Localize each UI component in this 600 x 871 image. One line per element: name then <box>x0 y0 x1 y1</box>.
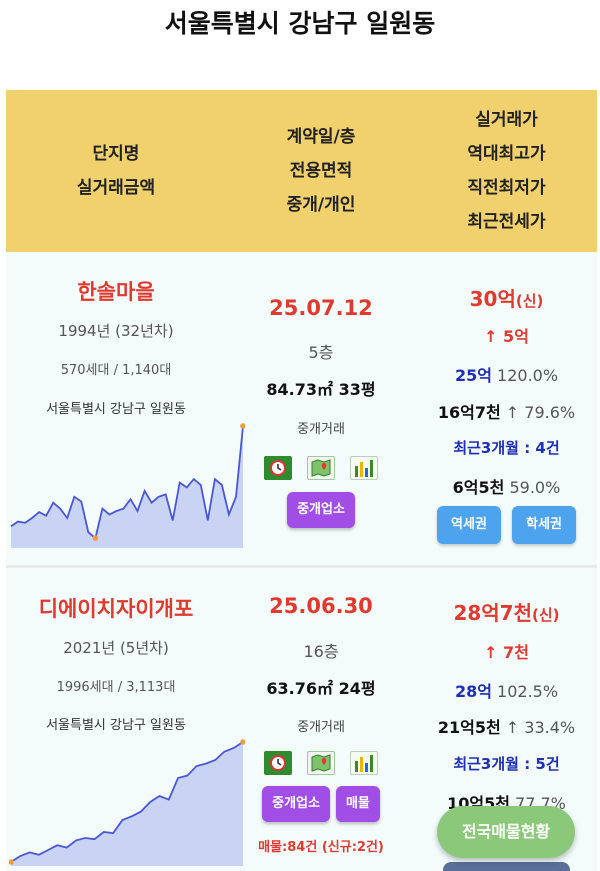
complex-address: 서울특별시 강남구 일원동 <box>46 402 186 417</box>
contract-info: 25.07.12 5층 84.73㎡ 33평 중개거래 중개업소 <box>226 252 416 565</box>
button-row: 중개업소 매물 <box>226 786 416 822</box>
max-value: 25억 <box>454 366 492 385</box>
previous-low: 21억5천 ↑ 33.4% <box>416 714 597 738</box>
household-count: 1996세대 / 3,113대 <box>56 680 176 695</box>
price-change: ↑ 7천 <box>484 643 529 662</box>
action-icons <box>226 751 416 775</box>
station-area-button[interactable]: 역세권 <box>437 506 501 544</box>
complex-info: 디에이치자이개포 2021년 (5년차) 1996세대 / 3,113대 서울특… <box>6 568 245 871</box>
recent-deals[interactable]: 최근3개월 : 5건 <box>453 755 560 773</box>
complex-name[interactable]: 디에이치자이개포 <box>38 597 194 621</box>
price-tag: (신) <box>532 606 560 624</box>
trend-line <box>10 425 244 540</box>
trend-line <box>10 741 244 863</box>
contract-info: 25.06.30 16층 63.76㎡ 24평 중개거래 중개업소 매물 매물:… <box>226 568 416 871</box>
price-tag: (신) <box>515 292 544 310</box>
exclusive-area: 84.73㎡ 33평 <box>266 380 376 399</box>
price-trend-chart <box>9 739 245 866</box>
header-col-complex: 단지명 실거래금액 <box>6 90 226 252</box>
header-label: 중개/개인 <box>286 195 356 215</box>
min-pct: ↑ 33.4% <box>505 718 576 737</box>
deal-price: 30억(신) <box>416 283 597 312</box>
action-icons <box>226 456 416 480</box>
price-trend-chart <box>10 423 245 548</box>
lease-value: 6억5천 <box>452 478 505 497</box>
household-count: 570세대 / 1,140대 <box>60 363 172 378</box>
bar-chart-icon[interactable] <box>350 456 378 480</box>
trend-area <box>11 742 243 866</box>
max-value: 28억 <box>454 682 492 701</box>
build-year: 1994년 (32년차) <box>58 322 174 340</box>
card-divider <box>6 565 597 568</box>
price-change: ↑ 5억 <box>484 327 529 346</box>
recent-deals[interactable]: 최근3개월 : 4건 <box>453 439 560 457</box>
nationwide-listings-button[interactable]: 전국매물현황 <box>437 806 575 858</box>
contract-date: 25.06.30 <box>269 594 373 618</box>
trend-min-point <box>9 859 14 865</box>
previous-low: 16억7천 ↑ 79.6% <box>416 399 597 423</box>
price-value: 30억 <box>469 287 516 311</box>
min-pct: ↑ 79.6% <box>505 403 576 422</box>
complex-info: 한솔마을 1994년 (32년차) 570세대 / 1,140대 서울특별시 강… <box>6 252 245 565</box>
max-pct: 120.0% <box>497 366 559 385</box>
complex-name[interactable]: 한솔마을 <box>77 280 155 304</box>
deal-price: 28억7천(신) <box>416 597 597 626</box>
agency-button[interactable]: 중개업소 <box>262 786 330 822</box>
min-value: 21억5천 <box>437 718 501 737</box>
header-label: 실거래금액 <box>76 178 156 198</box>
page-title: 서울특별시 강남구 일원동 <box>164 9 436 38</box>
header-label: 단지명 <box>92 144 140 164</box>
bar-chart-icon[interactable] <box>350 751 378 775</box>
clock-icon[interactable] <box>264 456 292 480</box>
exclusive-area: 63.76㎡ 24평 <box>266 679 376 698</box>
trend-area <box>11 426 243 548</box>
recent-lease: 6억5천 59.0% <box>416 474 597 498</box>
header-col-price: 실거래가 역대최고가 직전최저가 최근전세가 <box>416 90 597 252</box>
price-value: 28억7천 <box>453 601 533 625</box>
listings-button[interactable]: 매물 <box>335 786 380 822</box>
header-label: 전용면적 <box>289 161 353 181</box>
button-row: 중개업소 <box>226 492 416 528</box>
min-value: 16억7천 <box>437 403 501 422</box>
price-info: 30억(신) ↑ 5억 25억 120.0% 16억7천 ↑ 79.6% 최근3… <box>416 252 597 565</box>
all-time-high: 25억 120.0% <box>416 362 597 386</box>
all-time-high: 28억 102.5% <box>416 678 597 702</box>
agency-button[interactable]: 중개업소 <box>287 492 355 528</box>
tag-buttons: 역세권 학세권 <box>416 506 597 544</box>
header-label: 역대최고가 <box>467 144 546 164</box>
map-icon[interactable] <box>307 751 335 775</box>
apartment-card[interactable]: 한솔마을 1994년 (32년차) 570세대 / 1,140대 서울특별시 강… <box>6 252 597 565</box>
floor: 5층 <box>308 343 334 362</box>
header-label: 직전최저가 <box>467 178 546 198</box>
price-info: 28억7천(신) ↑ 7천 28억 102.5% 21억5천 ↑ 33.4% 최… <box>416 568 597 871</box>
lease-pct: 59.0% <box>509 478 561 497</box>
max-pct: 102.5% <box>497 682 559 701</box>
contract-date: 25.07.12 <box>269 296 373 320</box>
header-label: 최근전세가 <box>467 212 546 232</box>
map-icon[interactable] <box>307 456 335 480</box>
trend-max-point <box>240 423 245 429</box>
header-label: 실거래가 <box>475 110 538 130</box>
deal-type: 중개거래 <box>297 422 345 437</box>
build-year: 2021년 (5년차) <box>63 639 169 657</box>
trend-max-point <box>240 739 245 745</box>
header-label: 계약일/층 <box>286 127 356 147</box>
school-area-button[interactable]: 학세권 <box>512 506 576 544</box>
header-col-contract: 계약일/층 전용면적 중개/개인 <box>226 90 416 252</box>
bottom-bar-peek <box>443 862 570 871</box>
trend-min-point <box>92 535 99 541</box>
floor: 16층 <box>303 642 339 661</box>
clock-icon[interactable] <box>264 751 292 775</box>
deal-type: 중개거래 <box>297 720 345 735</box>
listing-count: 매물:84건 (신규:2건) <box>258 840 384 855</box>
complex-address: 서울특별시 강남구 일원동 <box>46 718 186 733</box>
table-header: 단지명 실거래금액 계약일/층 전용면적 중개/개인 실거래가 역대최고가 직전… <box>6 90 597 252</box>
